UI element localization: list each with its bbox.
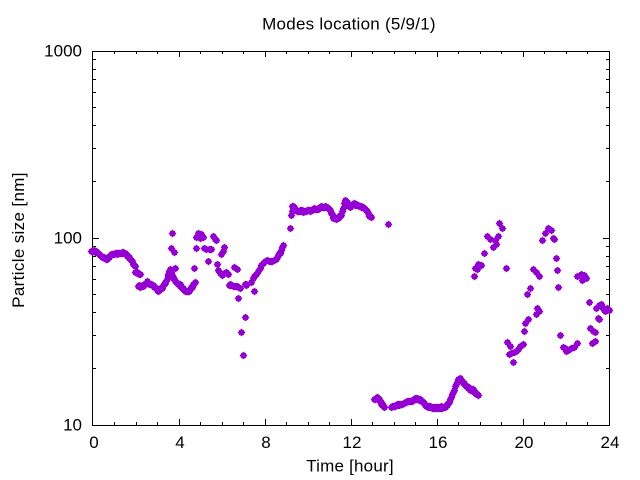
svg-text:0: 0	[89, 433, 98, 452]
svg-text:100: 100	[54, 229, 82, 248]
svg-text:Modes location (5/9/1): Modes location (5/9/1)	[262, 15, 436, 34]
svg-text:1000: 1000	[44, 42, 82, 61]
svg-text:4: 4	[175, 433, 184, 452]
svg-text:24: 24	[601, 433, 620, 452]
svg-text:Particle size [nm]: Particle size [nm]	[9, 172, 28, 308]
svg-text:12: 12	[343, 433, 362, 452]
svg-text:20: 20	[515, 433, 534, 452]
svg-text:8: 8	[261, 433, 270, 452]
svg-text:Time [hour]: Time [hour]	[306, 457, 394, 476]
svg-text:16: 16	[429, 433, 448, 452]
svg-text:10: 10	[63, 416, 82, 435]
